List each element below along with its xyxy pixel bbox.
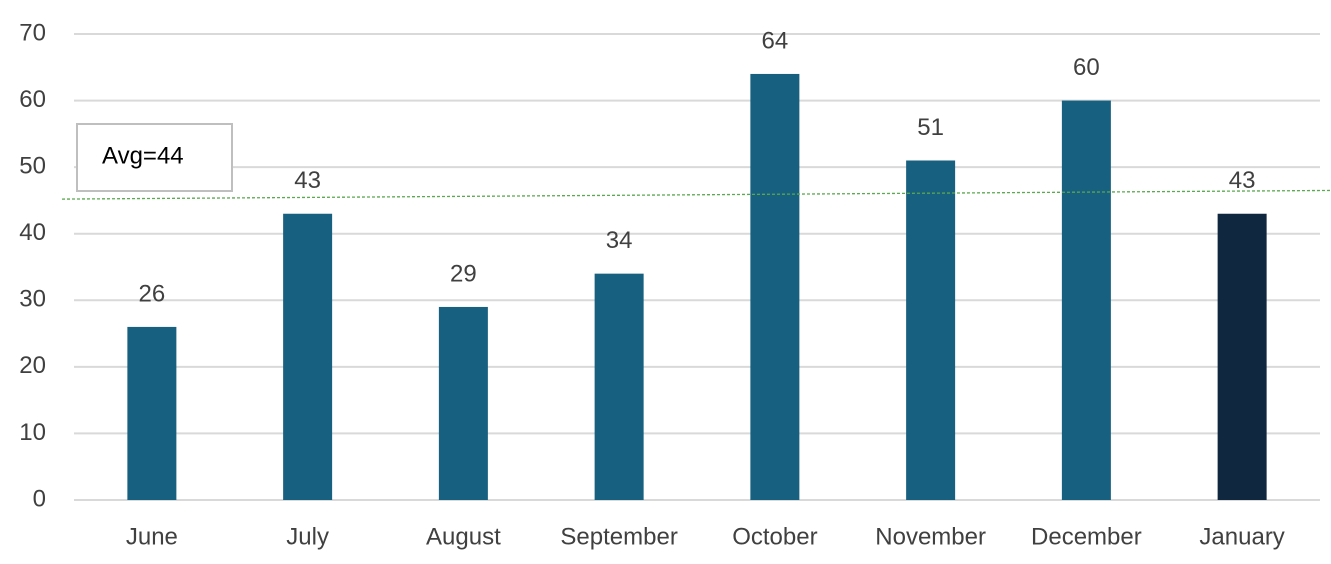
annotation-box — [76, 123, 233, 192]
y-tick-label: 40 — [19, 219, 46, 246]
trendline — [61, 189, 1331, 200]
y-tick-label: 0 — [33, 485, 46, 512]
bar — [1217, 213, 1267, 500]
bar — [438, 306, 488, 500]
x-tick-label: June — [126, 523, 178, 550]
y-tick-label: 60 — [19, 86, 46, 113]
y-tick-label: 30 — [19, 286, 46, 313]
x-tick-label: August — [426, 523, 501, 550]
x-tick-label: September — [560, 523, 677, 550]
y-tick-label: 70 — [19, 19, 46, 46]
annotation: Avg=44 — [102, 142, 184, 169]
x-tick-label: November — [875, 523, 986, 550]
data-label: 51 — [917, 114, 944, 141]
y-tick-label: 20 — [19, 352, 46, 379]
bar — [127, 326, 177, 500]
bar — [1061, 100, 1111, 501]
bar — [594, 273, 644, 500]
x-tick-label: December — [1031, 523, 1142, 550]
data-label: 64 — [762, 27, 789, 54]
bar — [750, 73, 800, 500]
data-label: 26 — [139, 280, 166, 307]
x-tick-label: January — [1199, 523, 1284, 550]
data-label: 43 — [294, 167, 321, 194]
bar — [283, 213, 333, 500]
data-label: 29 — [450, 260, 477, 287]
bar — [906, 160, 956, 500]
data-label: 34 — [606, 227, 633, 254]
data-label: 43 — [1229, 167, 1256, 194]
data-label: 60 — [1073, 54, 1100, 81]
x-tick-label: October — [732, 523, 817, 550]
y-tick-label: 50 — [19, 152, 46, 179]
y-tick-label: 10 — [19, 419, 46, 446]
x-tick-label: July — [286, 523, 329, 550]
